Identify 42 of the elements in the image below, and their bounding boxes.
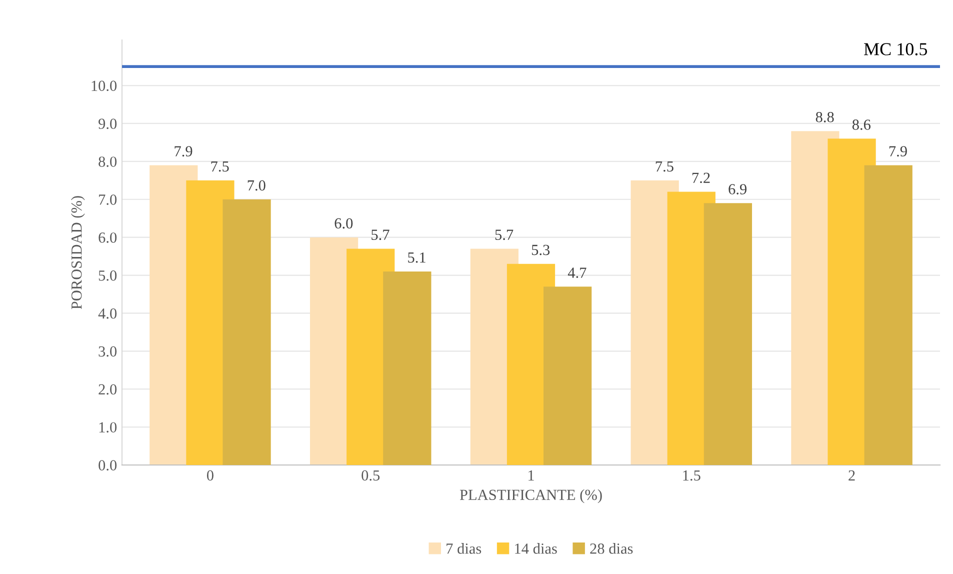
y-tick-label: 2.0 — [98, 384, 117, 395]
x-tick-label: 0 — [206, 470, 214, 481]
data-label: 7.0 — [248, 180, 266, 191]
data-label: 6.0 — [334, 218, 353, 229]
y-tick-label: 5.0 — [98, 270, 117, 281]
data-label: 5.3 — [532, 244, 550, 256]
bar — [864, 165, 912, 465]
y-tick-label: 8.0 — [98, 156, 117, 167]
bar — [544, 286, 592, 465]
y-tick-label: 7.0 — [99, 194, 117, 205]
bar — [383, 271, 432, 465]
data-label: 7.5 — [211, 161, 229, 172]
ref-line-label: MC 10.5 — [864, 43, 928, 56]
data-label: 7.9 — [174, 146, 192, 156]
y-tick-label: 9.0 — [98, 118, 117, 129]
x-tick-label: 2 — [848, 470, 855, 480]
data-label: 7.5 — [656, 161, 674, 172]
legend-label: 28 dias — [590, 543, 633, 554]
data-label: 4.7 — [568, 268, 586, 278]
y-tick-label: 10.0 — [92, 80, 117, 92]
x-axis-title: PLASTIFICANTE (%) — [460, 489, 602, 504]
data-label: 5.1 — [408, 252, 426, 263]
bar — [704, 203, 752, 465]
legend-label: 7 dias — [446, 543, 482, 554]
x-tick-label: 1.5 — [683, 470, 700, 481]
bar — [222, 199, 271, 465]
data-label: 8.6 — [852, 120, 870, 130]
data-label: 7.9 — [889, 146, 907, 156]
data-label: 5.7 — [372, 230, 390, 240]
legend-label: 14 dias — [515, 543, 557, 554]
data-label: 7.2 — [692, 172, 710, 184]
data-label: 6.9 — [728, 184, 747, 194]
y-tick-label: 4.0 — [98, 308, 117, 319]
x-tick-label: 0.5 — [362, 470, 380, 481]
data-label: 8.8 — [816, 112, 834, 122]
data-label: 5.7 — [495, 230, 514, 240]
y-tick-label: 0.0 — [98, 460, 117, 471]
y-tick-label: 3.0 — [98, 346, 117, 357]
x-tick-label: 1 — [528, 470, 534, 480]
y-tick-label: 1.0 — [99, 422, 117, 433]
y-tick-label: 6.0 — [98, 232, 117, 243]
y-axis-title: POROSIDAD (%) — [70, 196, 85, 310]
